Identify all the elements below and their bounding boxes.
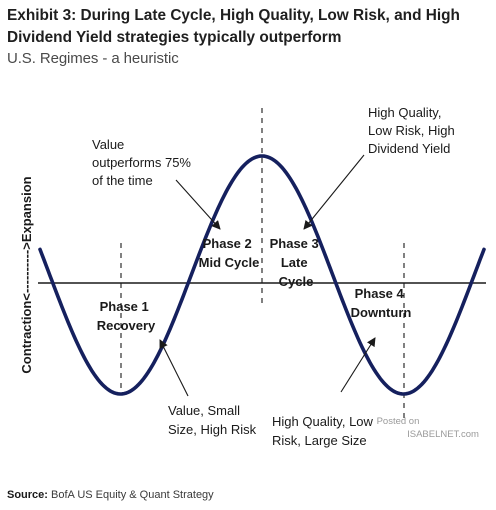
cycle-curve [38,154,486,396]
callout-value-outperforms: Value outperforms 75% of the time [92,137,195,188]
source-text: BofA US Equity & Quant Strategy [51,489,214,501]
y-axis-label: Contraction<---------->Expansion [19,176,34,373]
source-label: Source: [7,489,48,501]
arrow-value-to-mid-cycle [175,179,221,230]
exhibit-title: Exhibit 3: During Late Cycle, High Quali… [7,7,460,46]
phase-3-label: Phase 3 Late Cycle [270,236,323,289]
exhibit-subtitle: U.S. Regimes - a heuristic [7,50,179,67]
arrow-quality-large-to-downturn [340,337,376,393]
arrow-value-small-to-recovery [159,339,189,397]
watermark-posted-on: Posted on [377,416,420,427]
callout-value-small-size: Value, Small Size, High Risk [168,403,257,437]
callout-quality-dividend: High Quality, Low Risk, High Dividend Yi… [368,105,458,156]
callout-quality-large-size: High Quality, Low Risk, Large Size [272,414,377,448]
phase-4-label: Phase 4 Downturn [351,286,412,320]
watermark-isabelnet: ISABELNET.com [407,429,479,440]
phase-1-label: Phase 1 Recovery [97,299,156,333]
arrow-quality-to-late-cycle [303,154,365,230]
source-footer: Source: BofA US Equity & Quant Strategy [7,489,214,501]
phase-2-label: Phase 2 Mid Cycle [199,236,260,270]
